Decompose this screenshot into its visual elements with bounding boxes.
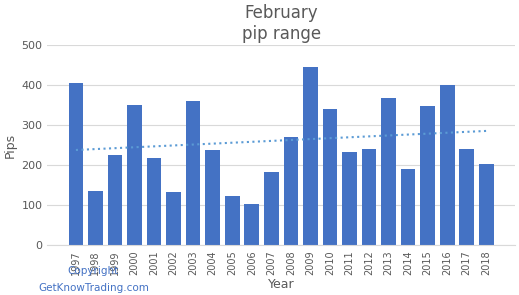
X-axis label: Year: Year	[268, 278, 294, 291]
Bar	[479, 164, 494, 245]
Bar	[206, 150, 220, 245]
Bar	[127, 105, 142, 245]
Bar	[244, 204, 259, 245]
Bar	[420, 106, 435, 245]
Bar	[186, 101, 200, 245]
Bar	[147, 158, 161, 245]
Bar	[166, 192, 181, 245]
Text: Copyright: Copyright	[68, 266, 119, 276]
Bar	[264, 172, 279, 245]
Y-axis label: Pips: Pips	[4, 132, 17, 158]
Bar	[459, 149, 474, 245]
Bar	[323, 109, 337, 245]
Bar	[401, 169, 415, 245]
Bar	[69, 83, 83, 245]
Bar	[88, 191, 103, 245]
Bar	[362, 149, 376, 245]
Bar	[342, 152, 357, 245]
Bar	[225, 196, 240, 245]
Bar	[107, 155, 122, 245]
Bar	[303, 67, 318, 245]
Bar	[381, 98, 396, 245]
Text: GetKnowTrading.com: GetKnowTrading.com	[38, 283, 149, 293]
Bar	[440, 85, 455, 245]
Title: February
pip range: February pip range	[241, 4, 321, 43]
Bar	[283, 137, 298, 245]
